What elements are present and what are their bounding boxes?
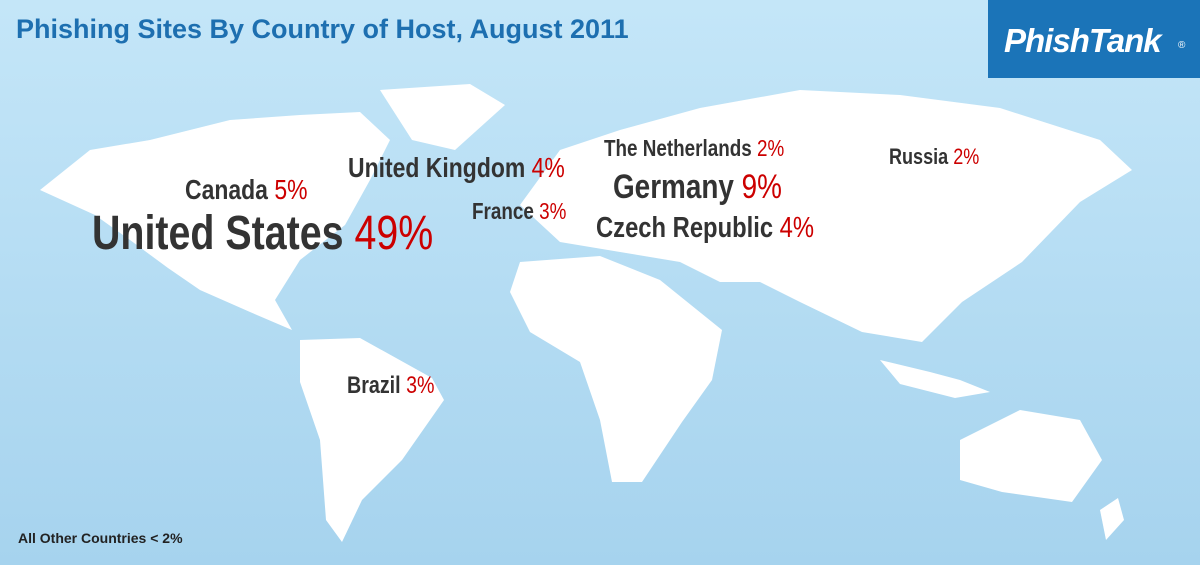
country-label: Germany 9%: [613, 170, 782, 204]
country-label: United Kingdom 4%: [348, 154, 565, 182]
country-label: The Netherlands 2%: [604, 137, 784, 160]
country-name: Canada: [185, 174, 268, 205]
country-percent: 4%: [531, 152, 565, 183]
country-name: United Kingdom: [348, 152, 526, 183]
country-label: United States 49%: [92, 210, 433, 258]
country-name: The Netherlands: [604, 135, 752, 161]
country-percent: 5%: [274, 174, 308, 205]
country-name: Brazil: [347, 372, 401, 399]
title: Phishing Sites By Country of Host, Augus…: [16, 14, 629, 44]
country-percent: 2%: [757, 135, 785, 161]
country-percent: 49%: [354, 207, 434, 260]
country-percent: 4%: [779, 212, 815, 244]
footnote: All Other Countries < 2%: [18, 530, 183, 546]
country-percent: 9%: [741, 168, 782, 206]
country-name: Czech Republic: [596, 212, 774, 244]
country-label: Czech Republic 4%: [596, 214, 814, 243]
country-label: Canada 5%: [185, 176, 308, 204]
country-label: Brazil 3%: [347, 374, 435, 398]
logo-mark: ®: [1178, 40, 1186, 51]
country-percent: 3%: [539, 198, 567, 224]
country-percent: 2%: [953, 144, 980, 169]
country-name: Russia: [889, 144, 949, 169]
country-name: United States: [92, 207, 344, 260]
logo: PhishTank ®: [988, 0, 1200, 78]
country-label: France 3%: [472, 200, 566, 223]
country-percent: 3%: [406, 372, 435, 399]
logo-text: PhishTank: [1004, 22, 1162, 59]
country-name: Germany: [613, 168, 734, 206]
country-name: France: [472, 198, 534, 224]
country-label: Russia 2%: [889, 146, 979, 168]
